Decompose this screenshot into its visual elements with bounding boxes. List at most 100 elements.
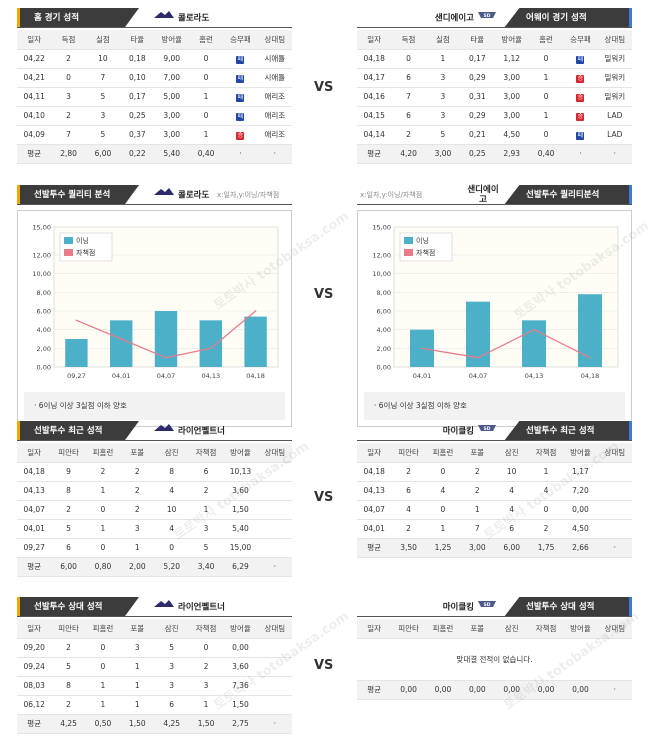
table-cell (257, 538, 292, 558)
chart-note: · 6이닝 이상 3실점 이하 양호 (24, 392, 285, 420)
table-header-row: 일자 피안타 피홈런 포볼 삼진 자책점 방어율 상대팀 (17, 619, 292, 639)
table-cell: 2 (120, 500, 155, 520)
average-cell: 1,75 (528, 538, 564, 558)
legend-swatch (404, 237, 413, 244)
table-cell: 6 (51, 538, 86, 558)
y-tick-label: 4,00 (377, 326, 391, 334)
vs-left-panel: 선발투수 상대 성적 라이언펠트너 일자 피안타 피홈런 포볼 삼진 자책점 방어율 상대팀 0… (17, 597, 292, 734)
point-earned-runs (120, 338, 122, 340)
table-cell: 0 (85, 538, 121, 558)
table-cell: 04,01 (357, 519, 392, 539)
table-row: 04,21 0 7 0,10 7,00 0 패 시애틀 (17, 68, 292, 88)
point-earned-runs (210, 347, 212, 350)
column-header: 타율 (460, 30, 495, 50)
average-cell: 2,00 (120, 557, 155, 577)
table-cell: 6 (154, 695, 189, 715)
average-cell: · (597, 538, 632, 558)
table-cell (257, 481, 292, 501)
column-header: 실점 (425, 30, 461, 50)
average-cell: 0,25 (460, 144, 495, 164)
column-header: 자책점 (188, 443, 224, 463)
average-cell: 4,25 (51, 714, 86, 734)
pitcher-name: 마이클킹 (442, 602, 474, 613)
average-cell: 6,29 (223, 557, 258, 577)
table-cell: 0 (528, 125, 564, 145)
table-cell: 6 (391, 106, 426, 126)
svg-text:SD: SD (484, 13, 491, 19)
table-cell: 04,22 (17, 49, 52, 69)
point-earned-runs (75, 319, 78, 322)
table-cell: 2 (460, 481, 495, 501)
table-cell: 패 (563, 125, 598, 145)
table-cell: 승 (563, 106, 598, 126)
table-cell: 2 (391, 462, 426, 482)
team-logo-icon: SD (477, 421, 497, 441)
column-header: 일자 (17, 30, 52, 50)
column-header: 득점 (391, 30, 426, 50)
average-row: 평균 4,25 0,50 1,50 4,25 1,50 2,75 · (17, 714, 292, 734)
table-cell (257, 676, 292, 696)
average-cell: · (597, 144, 632, 164)
table-cell: 1 (120, 538, 155, 558)
x-tick-label: 04,18 (246, 372, 265, 380)
table-cell: 1 (85, 519, 121, 539)
table-cell: 04,01 (17, 519, 52, 539)
table-cell (257, 519, 292, 539)
average-row: 평균 2,80 6,00 0,22 5,40 0,40 · · (17, 144, 292, 164)
table-cell: 04,16 (357, 87, 392, 107)
table-cell: 7 (85, 68, 121, 88)
column-header: 피안타 (391, 619, 426, 639)
average-cell: 0,00 (425, 680, 461, 700)
column-header: 일자 (357, 619, 392, 639)
team-logo-icon: SD (477, 597, 497, 617)
table-row: 04,16 7 3 0,31 3,00 0 승 밀워키 (357, 87, 632, 107)
table-cell: 4 (528, 481, 564, 501)
table-cell: 04,07 (17, 500, 52, 520)
table-cell: 1 (460, 500, 495, 520)
team-name: 샌디에이 고 (467, 185, 499, 205)
average-cell: 0,50 (85, 714, 121, 734)
column-header: 일자 (17, 619, 52, 639)
y-tick-label: 10,00 (372, 270, 391, 278)
table-cell: 04,18 (17, 462, 52, 482)
home-record-panel: 홈 경기 성적 콜로라도 일자 득점 실점 타율 방어율 홈런 승무패 상대팀 04,22 2 10… (17, 8, 292, 164)
table-cell: 04,21 (17, 68, 52, 88)
column-header: 상대팀 (597, 443, 632, 463)
average-row: 평균 0,00 0,00 0,00 0,00 0,00 0,00 · (357, 680, 632, 700)
y-tick-label: 12,00 (32, 252, 51, 260)
quality-chart-svg: 0,00 2,00 4,00 6,00 8,00 10,00 12,00 15,00 09,27… (32, 224, 279, 380)
table-cell: 0 (528, 87, 564, 107)
line-earned-runs (421, 328, 591, 359)
quality-chart-left: 0,00 2,00 4,00 6,00 8,00 10,00 12,00 15,00 09,27… (17, 210, 292, 427)
table-cell: 3 (154, 676, 189, 696)
average-cell: 0,00 (391, 680, 426, 700)
loss-badge: 패 (236, 93, 245, 102)
table-cell (257, 695, 292, 715)
table-cell: 3 (51, 87, 86, 107)
table-cell: 15,00 (223, 538, 258, 558)
column-header: 상대팀 (597, 30, 632, 50)
panel-title: 홈 경기 성적 (17, 8, 139, 28)
loss-badge: 패 (236, 74, 245, 83)
table-cell: 10 (154, 500, 189, 520)
table-cell: 2 (51, 638, 86, 658)
legend-label: 자책점 (416, 248, 435, 257)
loss-badge: 패 (576, 131, 585, 140)
pitcher-name: 라이언펠트너 (178, 602, 225, 613)
column-header: 타율 (120, 30, 155, 50)
average-cell: 1,50 (120, 714, 155, 734)
legend-label: 이닝 (416, 236, 429, 245)
average-cell: 5,20 (154, 557, 189, 577)
table-cell: 04,13 (357, 481, 392, 501)
table-cell: 0,31 (460, 87, 495, 107)
table-cell: 2 (51, 49, 86, 69)
table-cell: 5 (425, 125, 461, 145)
empty-row: 맞대결 전적이 없습니다. (357, 638, 632, 681)
table-row: 09,24 5 0 1 3 2 3,60 (17, 657, 292, 677)
table-cell: 6 (391, 68, 426, 88)
y-tick-label: 8,00 (377, 289, 391, 297)
average-cell: 0,80 (85, 557, 121, 577)
table-cell: 4 (494, 481, 529, 501)
table-row: 04,18 9 2 2 8 6 10,13 (17, 462, 292, 482)
